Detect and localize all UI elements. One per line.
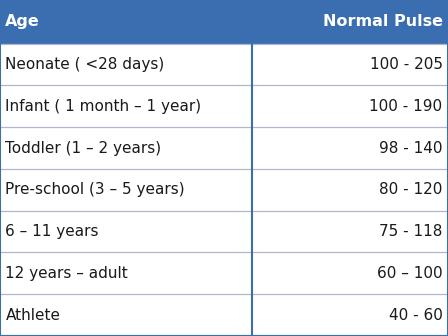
Text: 6 – 11 years: 6 – 11 years [5,224,99,239]
Bar [0,169,448,211]
Text: 100 - 205: 100 - 205 [370,57,443,72]
Bar [0,85,448,127]
Bar [0,127,448,169]
Text: 98 - 140: 98 - 140 [379,140,443,156]
Text: Athlete: Athlete [5,308,60,323]
Text: 80 - 120: 80 - 120 [379,182,443,197]
Text: 12 years – adult: 12 years – adult [5,266,128,281]
Text: Pre-school (3 – 5 years): Pre-school (3 – 5 years) [5,182,185,197]
Bar [0,294,448,336]
Text: 100 - 190: 100 - 190 [370,99,443,114]
Text: Infant ( 1 month – 1 year): Infant ( 1 month – 1 year) [5,99,202,114]
Text: Neonate ( <28 days): Neonate ( <28 days) [5,57,164,72]
Text: 60 – 100: 60 – 100 [377,266,443,281]
Text: Normal Pulse: Normal Pulse [323,14,443,29]
Bar [0,0,448,44]
Bar [0,44,448,85]
Text: Toddler (1 – 2 years): Toddler (1 – 2 years) [5,140,161,156]
Bar [0,211,448,252]
Bar [0,252,448,294]
Text: Age: Age [5,14,40,29]
Text: 40 - 60: 40 - 60 [389,308,443,323]
Text: 75 - 118: 75 - 118 [379,224,443,239]
